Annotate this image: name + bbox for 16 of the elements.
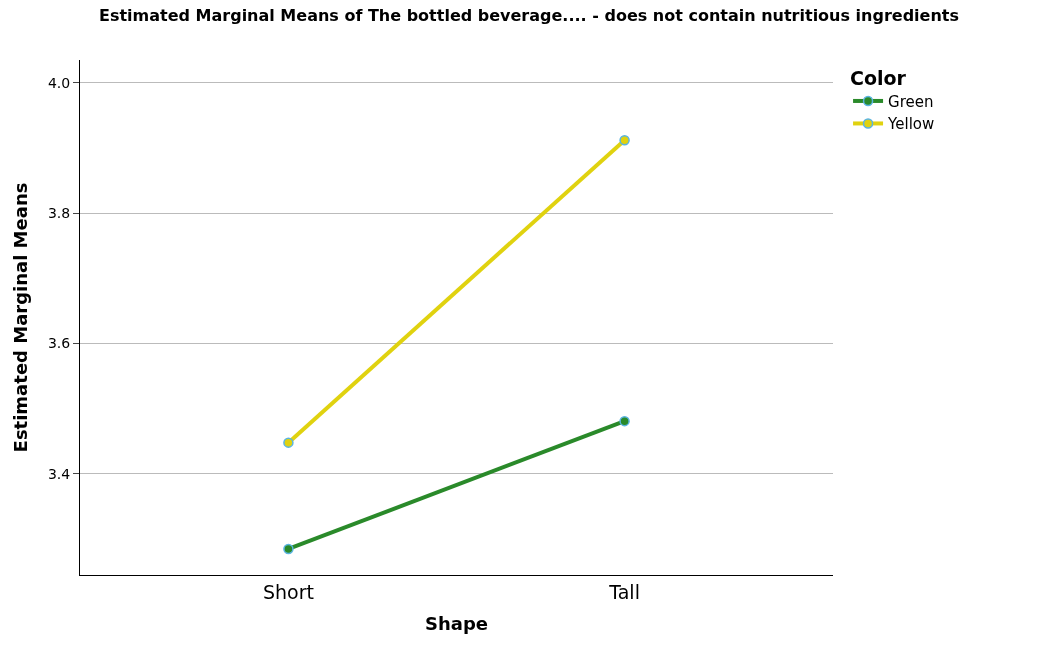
y-tick-label: 3.6 [47, 335, 71, 352]
y-tick-label: 3.4 [47, 465, 71, 482]
x-tick-label: Tall [608, 580, 640, 603]
legend-label: Green [888, 92, 934, 111]
x-tick-label: Short [262, 580, 314, 603]
x-axis-title: Shape [424, 612, 489, 634]
point [619, 415, 630, 427]
y-tick-label: 3.8 [47, 205, 71, 222]
legend-label: Yellow [887, 115, 935, 134]
point [619, 134, 630, 146]
point [283, 543, 294, 555]
y-axis-title: Estimated Marginal Means [10, 182, 32, 453]
chart-title: Estimated Marginal Means of The bottled beverage.... - does not contain nutritious ingredients [98, 5, 960, 25]
legend-title: Color [850, 66, 907, 89]
point [283, 437, 294, 448]
y-tick-label: 4.0 [47, 74, 71, 91]
